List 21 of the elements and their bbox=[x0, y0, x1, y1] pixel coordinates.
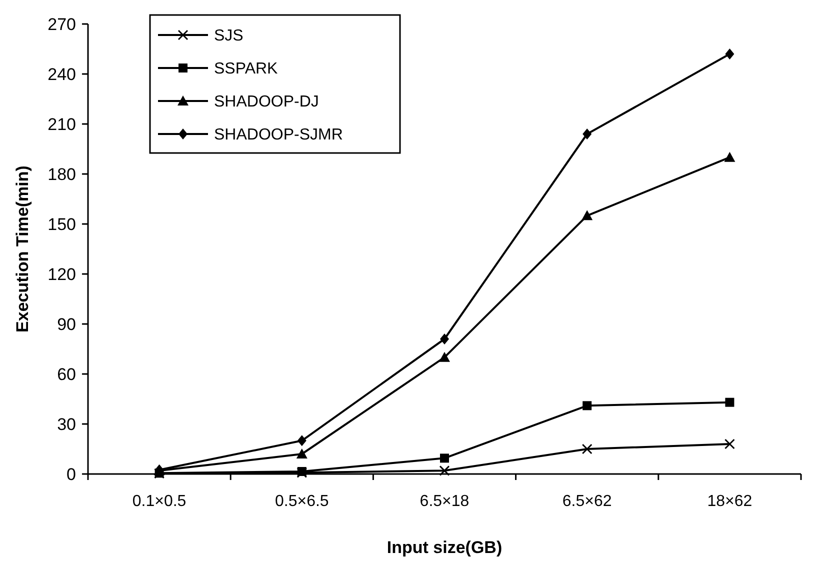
y-tick-label: 270 bbox=[48, 14, 76, 34]
legend-label: SHADOOP-SJMR bbox=[214, 126, 343, 144]
y-tick-label: 0 bbox=[66, 464, 76, 484]
legend-label: SHADOOP-DJ bbox=[214, 94, 319, 111]
x-tick-label: 0.1×0.5 bbox=[132, 493, 186, 510]
x-tick-label: 18×62 bbox=[707, 493, 752, 510]
y-tick-label: 90 bbox=[57, 314, 76, 334]
legend-label: SJS bbox=[214, 28, 244, 45]
legend-label: SSPARK bbox=[214, 60, 278, 78]
x-tick-label: 0.5×6.5 bbox=[274, 493, 329, 510]
y-tick-label: 120 bbox=[48, 264, 76, 284]
x-tick-label: 6.5×62 bbox=[562, 493, 612, 510]
y-axis-title: Execution Time(min) bbox=[13, 166, 32, 332]
x-tick-label: 6.5×18 bbox=[420, 493, 470, 510]
y-tick-label: 30 bbox=[57, 414, 76, 434]
y-tick-label: 180 bbox=[48, 164, 76, 184]
y-tick-label: 150 bbox=[48, 214, 76, 234]
y-tick-label: 210 bbox=[48, 114, 76, 134]
x-axis-title: Input size(GB) bbox=[386, 538, 502, 557]
y-tick-label: 60 bbox=[57, 364, 76, 384]
y-tick-label: 240 bbox=[48, 64, 76, 84]
